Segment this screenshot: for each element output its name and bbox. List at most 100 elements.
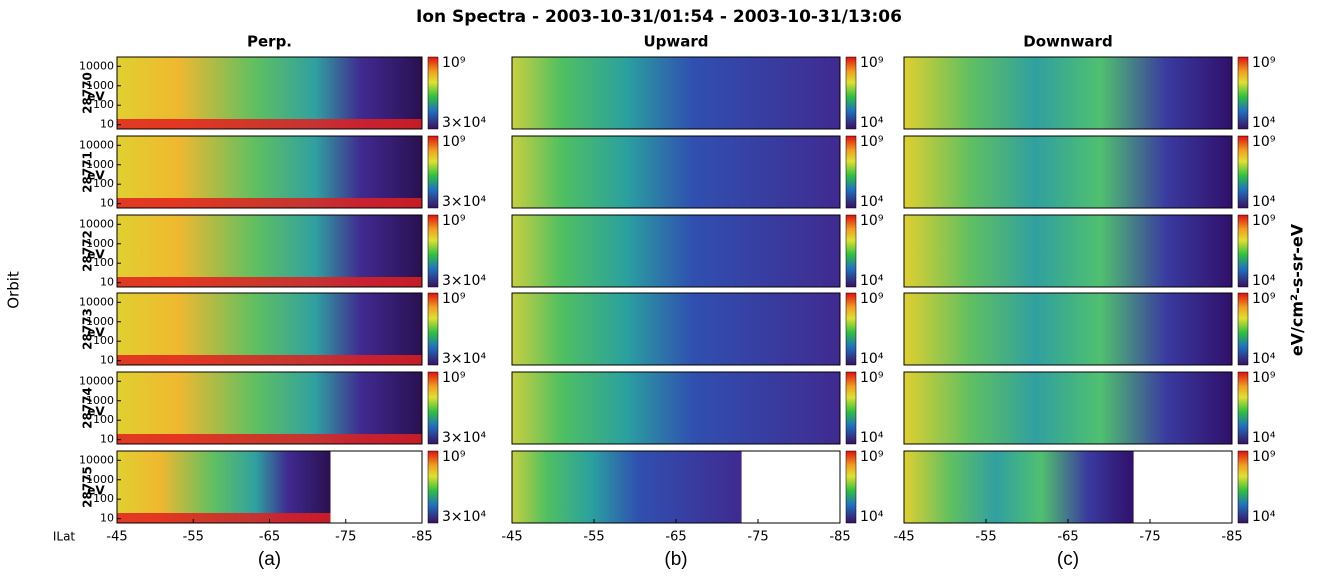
colorbar-tick-label: 10⁹: [442, 213, 466, 229]
y-tick-label: 100: [93, 492, 114, 505]
colorbar-tick-label: 3×10⁴: [442, 351, 486, 367]
colorbar: [845, 371, 857, 445]
colorbar: [1237, 56, 1249, 130]
colorbar-tick-label: 10⁹: [442, 291, 466, 307]
spectrogram: [904, 372, 1232, 444]
x-tick-label: -65: [665, 530, 686, 545]
y-tick-label: 1000: [86, 473, 114, 486]
colorbar-tick-label: 10⁹: [1252, 370, 1276, 386]
colorbar: [1237, 135, 1249, 209]
spectrogram: [117, 215, 422, 287]
panel-frame: [511, 292, 841, 366]
spectrogram: [512, 136, 840, 208]
y-tick-label: 10: [100, 354, 114, 367]
panel-frame: [116, 135, 423, 209]
unit-label: eV: [87, 90, 105, 104]
spectrogram: [904, 451, 1134, 523]
spectrogram: [117, 57, 422, 129]
low-energy-band: [117, 513, 331, 523]
y-tick-label: 10000: [79, 59, 114, 72]
panel-frame: [116, 214, 423, 288]
panel-frame: [903, 292, 1233, 366]
spectrogram: [904, 136, 1232, 208]
panel-frame: [511, 214, 841, 288]
x-tick-label: -55: [583, 530, 604, 545]
colorbar-tick-label: 10⁹: [442, 370, 466, 386]
spectrogram: [512, 215, 840, 287]
colorbar-tick-label: 10⁹: [442, 134, 466, 150]
colorbar-tick-label: 10⁹: [860, 213, 884, 229]
y-tick-label: 1000: [86, 237, 114, 250]
colorbar-tick-label: 10⁴: [860, 115, 884, 131]
x-tick-label: -75: [335, 530, 356, 545]
colorbar-tick-label: 10⁹: [442, 55, 466, 71]
panel-frame: [511, 135, 841, 209]
unit-label: eV: [87, 326, 105, 340]
orbit-label: 28772: [81, 230, 95, 272]
x-tick-label: -65: [1057, 530, 1078, 545]
colorbar: [845, 56, 857, 130]
y-tick-label: 10000: [79, 217, 114, 230]
orbit-label: 28773: [81, 308, 95, 350]
colorbar-tick-label: 3×10⁴: [442, 509, 486, 525]
colorbar-tick-label: 10⁴: [1252, 430, 1276, 446]
colorbar: [1237, 292, 1249, 366]
spectrogram: [117, 451, 331, 523]
colorbar-tick-label: 3×10⁴: [442, 194, 486, 210]
y-tick-label: 10: [100, 197, 114, 210]
panel-label: (c): [1057, 549, 1079, 570]
panel-label: (b): [664, 549, 687, 570]
colorbar: [427, 214, 439, 288]
colorbar-tick-label: 3×10⁴: [442, 273, 486, 289]
panel-frame: [903, 214, 1233, 288]
y-tick-label: 10000: [79, 374, 114, 387]
column-title: Downward: [1023, 33, 1112, 51]
colorbar: [427, 450, 439, 524]
colorbar-tick-label: 10⁴: [1252, 115, 1276, 131]
colorbar-tick-label: 10⁴: [860, 351, 884, 367]
colorbar-tick-label: 3×10⁴: [442, 115, 486, 131]
low-energy-band: [117, 434, 422, 444]
y-tick-label: 1000: [86, 158, 114, 171]
x-tick-label: -45: [501, 530, 522, 545]
colorbar-tick-label: 10⁴: [860, 430, 884, 446]
y-tick-label: 10000: [79, 453, 114, 466]
panel-frame: [903, 56, 1233, 130]
y-tick-label: 100: [93, 413, 114, 426]
colorbar-tick-label: 10⁹: [1252, 213, 1276, 229]
colorbar-tick-label: 10⁴: [1252, 194, 1276, 210]
row-axis-label: Orbit: [5, 271, 23, 309]
y-tick-label: 1000: [86, 79, 114, 92]
orbit-label: 28775: [81, 466, 95, 508]
panel-frame: [116, 371, 423, 445]
colorbar-tick-label: 10⁹: [860, 55, 884, 71]
colorbar-tick-label: 10⁴: [1252, 273, 1276, 289]
low-energy-band: [117, 119, 422, 129]
low-energy-band: [117, 277, 422, 287]
colorbar-tick-label: 10⁴: [860, 273, 884, 289]
spectrogram: [904, 215, 1232, 287]
colorbar: [845, 135, 857, 209]
colorbar-tick-label: 10⁹: [1252, 291, 1276, 307]
y-tick-label: 100: [93, 334, 114, 347]
x-tick-label: -55: [183, 530, 204, 545]
orbit-label: 28771: [81, 151, 95, 193]
x-tick-label: -65: [259, 530, 280, 545]
panel-frame: [511, 56, 841, 130]
colorbar: [427, 135, 439, 209]
colorbar-tick-label: 10⁴: [1252, 509, 1276, 525]
spectrogram: [512, 57, 840, 129]
panel-frame: [116, 56, 423, 130]
unit-label: eV: [87, 169, 105, 183]
colorbar-label: eV/cm²-s-sr-eV: [1288, 223, 1307, 356]
colorbar: [845, 214, 857, 288]
column-title: Upward: [643, 33, 708, 51]
y-tick-label: 10000: [79, 138, 114, 151]
y-tick-label: 10: [100, 433, 114, 446]
orbit-label: 28770: [81, 72, 95, 114]
x-tick-label: -45: [893, 530, 914, 545]
y-tick-label: 10: [100, 276, 114, 289]
y-tick-label: 10: [100, 118, 114, 131]
low-energy-band: [117, 355, 422, 365]
